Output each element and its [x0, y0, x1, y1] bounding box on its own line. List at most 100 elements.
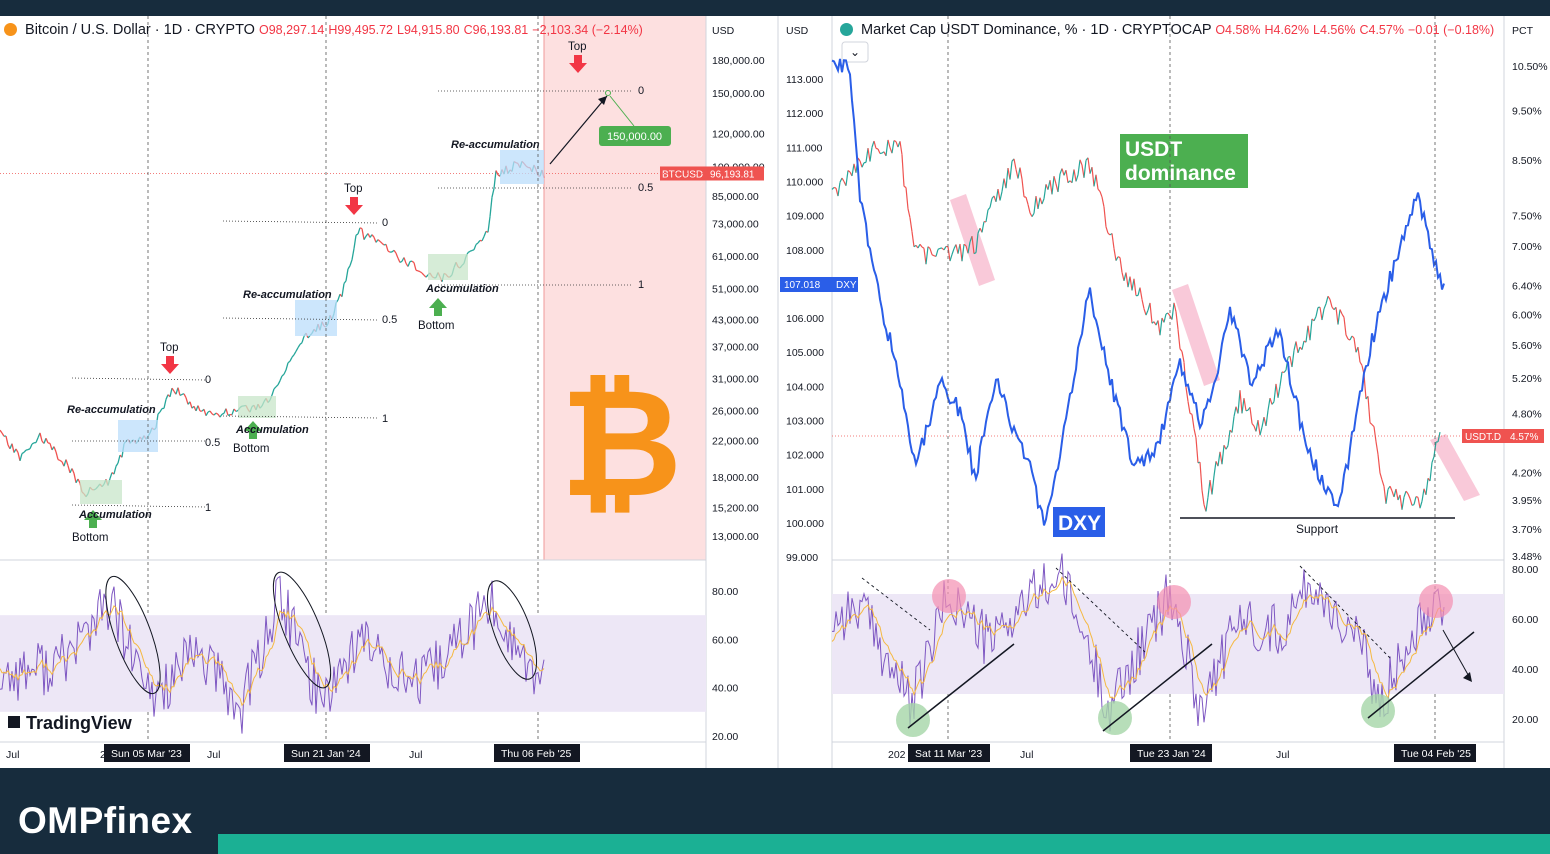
btc-candle: [163, 399, 167, 409]
btc-zone-box: [500, 150, 544, 184]
btc-candle: [343, 280, 347, 284]
btc-annotation: Bottom: [418, 320, 454, 332]
usdt-candle: [989, 198, 993, 208]
btc-candle: [227, 413, 231, 416]
dxy-tag-bg: [780, 277, 858, 292]
dxy-axis-tick: 108.000: [786, 245, 824, 257]
usdt-candle: [1213, 461, 1217, 477]
usdt-candle: [1025, 196, 1029, 205]
usdt-candle: [1185, 387, 1189, 402]
usdt-candle: [1251, 423, 1255, 427]
usdt-candle: [1145, 310, 1149, 316]
btc-price-tick: 22,000.00: [712, 436, 759, 448]
usdt-candle: [1143, 308, 1147, 316]
btc-candle: [109, 472, 113, 479]
btc-candle: [205, 411, 209, 417]
btc-candle: [421, 272, 425, 276]
usdt-candle: [1141, 299, 1145, 309]
btc-candle: [31, 442, 35, 445]
usdt-low: L4.56%: [1313, 23, 1356, 37]
usdt-candle: [947, 246, 951, 262]
btc-candle: [293, 350, 297, 356]
usdt-candle: [1087, 157, 1091, 174]
btc-rsi-tick: 20.00: [712, 731, 738, 743]
usdt-candle: [1239, 390, 1243, 414]
btc-annotation: Re-accumulation: [67, 404, 156, 416]
usdt-candle: [1233, 406, 1237, 417]
top-arrow-icon: [161, 356, 179, 374]
usdt-candle: [1341, 313, 1345, 318]
usdt-candle: [1273, 383, 1277, 402]
usdt-header: Market Cap USDT Dominance, % · 1D · CRYP…: [840, 16, 1494, 44]
btc-candle: [39, 432, 43, 442]
usdt-candle: [1083, 160, 1087, 178]
rsi-support-trendline: [1102, 643, 1213, 732]
pct-axis-tick: 8.50%: [1512, 155, 1542, 167]
usdt-candle: [1389, 485, 1393, 492]
btc-candle: [11, 443, 15, 453]
btc-time-tick: Jul: [207, 749, 220, 761]
usdt-date-tag-bg: [1394, 744, 1476, 762]
usdt-symbol: Market Cap USDT Dominance, % · 1D · CRYP…: [861, 22, 1212, 38]
usdt-candle: [1179, 348, 1183, 352]
btc-candle: [35, 437, 39, 443]
btc-candle: [5, 435, 9, 446]
btc-time-tick: Jul: [6, 749, 19, 761]
usdt-candle: [1409, 498, 1413, 506]
usdt-candle: [1385, 489, 1389, 504]
btc-symbol: Bitcoin / U.S. Dollar · 1D · CRYPTO: [25, 22, 255, 38]
usdt-candle: [1091, 167, 1095, 187]
tradingview-logo-icon: [8, 716, 20, 728]
usdt-candle: [985, 209, 989, 223]
btc-candle: [475, 242, 479, 246]
btc-candle: [299, 342, 303, 345]
dxy-axis-tick: 99.000: [786, 552, 818, 564]
btc-candle: [399, 260, 403, 264]
btc-candle: [393, 249, 397, 254]
usdt-candle: [1309, 318, 1313, 341]
btc-candle: [59, 459, 63, 463]
btc-candle: [349, 259, 353, 266]
btc-price-tick: 61,000.00: [712, 251, 759, 263]
usdt-time-tick: 202: [888, 749, 906, 761]
usdt-candle: [1115, 256, 1119, 261]
btc-zone-box: [80, 480, 122, 504]
usdt-candle: [1271, 401, 1275, 405]
usdt-candle: [1199, 462, 1203, 491]
btc-candle: [203, 409, 207, 416]
usdt-candle: [911, 231, 915, 247]
usdt-candle: [1281, 371, 1285, 374]
btc-candle: [197, 405, 201, 412]
usdt-rsi-tick: 40.00: [1512, 664, 1538, 676]
usdt-candle: [1101, 196, 1105, 208]
btc-candle: [353, 235, 357, 249]
bottom-arrow-icon: [429, 298, 447, 316]
usdt-time-tick: Jul: [1020, 749, 1033, 761]
dxy-axis-tick: 105.000: [786, 347, 824, 359]
fib-level-label: 0.5: [205, 437, 220, 449]
rsi-support-trendline: [907, 643, 1015, 729]
btc-price-tick: 150,000.00: [712, 88, 765, 100]
brand-accent-strip: [218, 834, 1550, 854]
usdt-candle: [1013, 158, 1017, 170]
pct-axis-tick: 5.60%: [1512, 340, 1542, 352]
btc-candle: [231, 408, 235, 415]
usdt-candle: [1315, 307, 1319, 317]
usdt-candle: [845, 170, 849, 186]
btc-candle: [219, 413, 223, 418]
usdt-candle: [1325, 296, 1329, 304]
bitcoin-logo-icon: ₿: [560, 357, 682, 531]
usdt-candle: [1191, 414, 1195, 429]
usdt-candle: [1171, 302, 1175, 320]
fib-level-label: 1: [382, 413, 388, 425]
usdt-candle: [961, 244, 965, 262]
usdt-candle: [1173, 302, 1177, 312]
btc-candle: [379, 240, 383, 244]
rsi-resistance-trendline: [861, 577, 931, 631]
usdt-candle: [875, 147, 879, 150]
btc-rsi-ellipse: [272, 571, 332, 689]
usdt-candle: [1005, 168, 1009, 189]
btc-candle: [15, 448, 19, 453]
btc-candle: [413, 262, 417, 271]
usdt-candle: [887, 139, 891, 148]
